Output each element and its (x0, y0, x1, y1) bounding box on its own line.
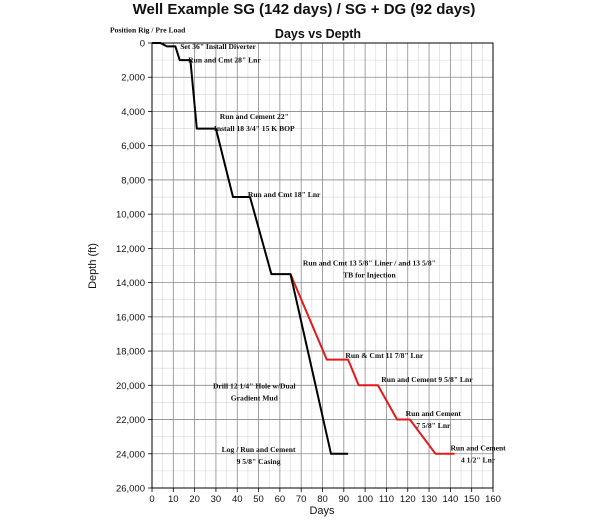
y-tick-label: 12,000 (116, 244, 145, 255)
x-tick-label: 100 (357, 494, 373, 505)
y-axis-ticks: 0 2,000 4,000 6,000 8,000 10,000 12,000 14,000 1… (116, 39, 152, 495)
x-axis-title: Days (309, 505, 335, 517)
x-tick-label: 120 (400, 494, 416, 505)
y-tick-label: 10,000 (116, 210, 145, 221)
annotation-label: Run and Cmt 13 5/8" Liner / and 13 5/8" (303, 259, 436, 268)
x-tick-label: 90 (339, 494, 350, 505)
annotation-label: Run and Cmt 28" Lnr (188, 56, 261, 65)
y-tick-label: 8,000 (121, 175, 145, 186)
y-tick-label: 14,000 (116, 278, 145, 289)
x-axis-ticks: 0 10 20 30 40 50 60 70 80 90 100 110 120 130 140 150 160 (149, 488, 501, 505)
x-tick-label: 70 (296, 494, 307, 505)
y-tick-label: 0 (140, 39, 145, 50)
x-tick-label: 150 (464, 494, 480, 505)
y-tick-label: 6,000 (121, 141, 145, 152)
x-tick-label: 20 (189, 494, 200, 505)
y-tick-label: 4,000 (121, 107, 145, 118)
y-tick-label: 22,000 (116, 415, 145, 426)
x-tick-label: 60 (275, 494, 286, 505)
annotation-label: Install 18 3/4" 15 K BOP (214, 124, 295, 133)
series-line-sg-dg (152, 42, 349, 455)
annotation-label: Run and Cement 9 5/8" Lnr (381, 375, 473, 384)
annotation-label: TB for Injection (343, 270, 396, 279)
annotation-label: 7 5/8" Lnr (416, 421, 451, 430)
annotation-label: Drill 12 1/4" Hole w/Dual (213, 382, 296, 391)
series-lines (152, 42, 455, 455)
annotation-label: Run & Cmt 11 7/8" Lnr (345, 351, 423, 360)
x-tick-label: 10 (168, 494, 179, 505)
annotation-label: Gradient Mud (231, 394, 279, 403)
annotation-label: 4 1/2" Lnr (461, 455, 496, 464)
annotations: Position Rig / Pre Load Set 36" Install D… (110, 26, 506, 466)
y-tick-label: 16,000 (116, 312, 145, 323)
y-tick-label: 20,000 (116, 381, 145, 392)
x-tick-label: 0 (149, 494, 154, 505)
x-tick-label: 30 (211, 494, 222, 505)
y-axis-title: Depth (ft) (87, 243, 99, 289)
series-line-sg (289, 273, 455, 455)
annotation-label: Run and Cement 22" (220, 112, 289, 121)
y-tick-label: 24,000 (116, 449, 145, 460)
x-tick-label: 130 (421, 494, 437, 505)
annotation-label: Set 36" Install Diverter (180, 42, 256, 51)
y-tick-label: 26,000 (116, 484, 145, 495)
annotation-label: Run and Cement (406, 409, 462, 418)
x-tick-label: 40 (232, 494, 243, 505)
x-tick-label: 80 (317, 494, 328, 505)
x-tick-label: 50 (253, 494, 264, 505)
y-tick-label: 2,000 (121, 73, 145, 84)
chart-subtitle: Days vs Depth (275, 27, 361, 41)
annotation-label: Position Rig / Pre Load (110, 26, 186, 35)
x-tick-label: 110 (379, 494, 394, 505)
annotation-label: 9 5/8" Casing (237, 457, 281, 466)
x-tick-label: 140 (442, 494, 458, 505)
annotation-label: Run and Cement (450, 443, 506, 452)
annotation-label: Run and Cmt 18" Lnr (248, 190, 321, 199)
x-tick-label: 160 (485, 494, 501, 505)
y-tick-label: 18,000 (116, 347, 145, 358)
chart-title: Well Example SG (142 days) / SG + DG (92… (133, 1, 476, 18)
annotation-label: Log / Run and Cement (222, 445, 296, 454)
